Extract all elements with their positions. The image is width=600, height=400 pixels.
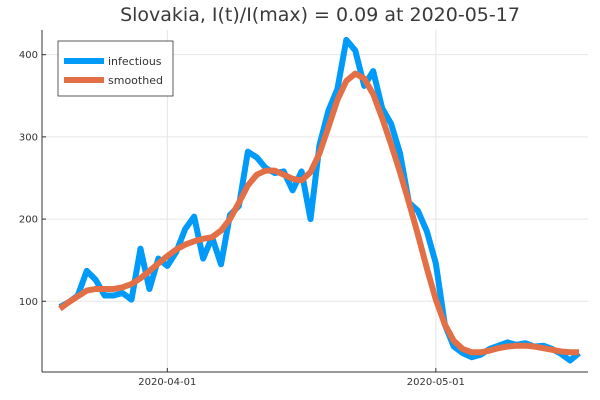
y-tick-label: 200 xyxy=(19,215,38,226)
legend: infectious smoothed xyxy=(57,40,174,97)
x-tick-label: 2020-05-01 xyxy=(407,377,465,388)
series-line-smoothed xyxy=(58,70,580,356)
y-tick-label: 300 xyxy=(19,132,38,143)
legend-label-infectious: infectious xyxy=(108,55,162,68)
legend-box xyxy=(57,40,174,97)
series-lines xyxy=(58,36,581,364)
axes xyxy=(41,30,588,373)
chart-title: Slovakia, I(t)/I(max) = 0.09 at 2020-05-… xyxy=(120,4,520,26)
x-tick-label: 2020-04-01 xyxy=(138,377,196,388)
y-tick-label: 100 xyxy=(19,297,38,308)
tick-labels: 100 200 300 400 2020-04-01 2020-05-01 xyxy=(19,50,465,388)
y-tick-label: 400 xyxy=(19,50,38,61)
legend-label-smoothed: smoothed xyxy=(108,74,163,87)
